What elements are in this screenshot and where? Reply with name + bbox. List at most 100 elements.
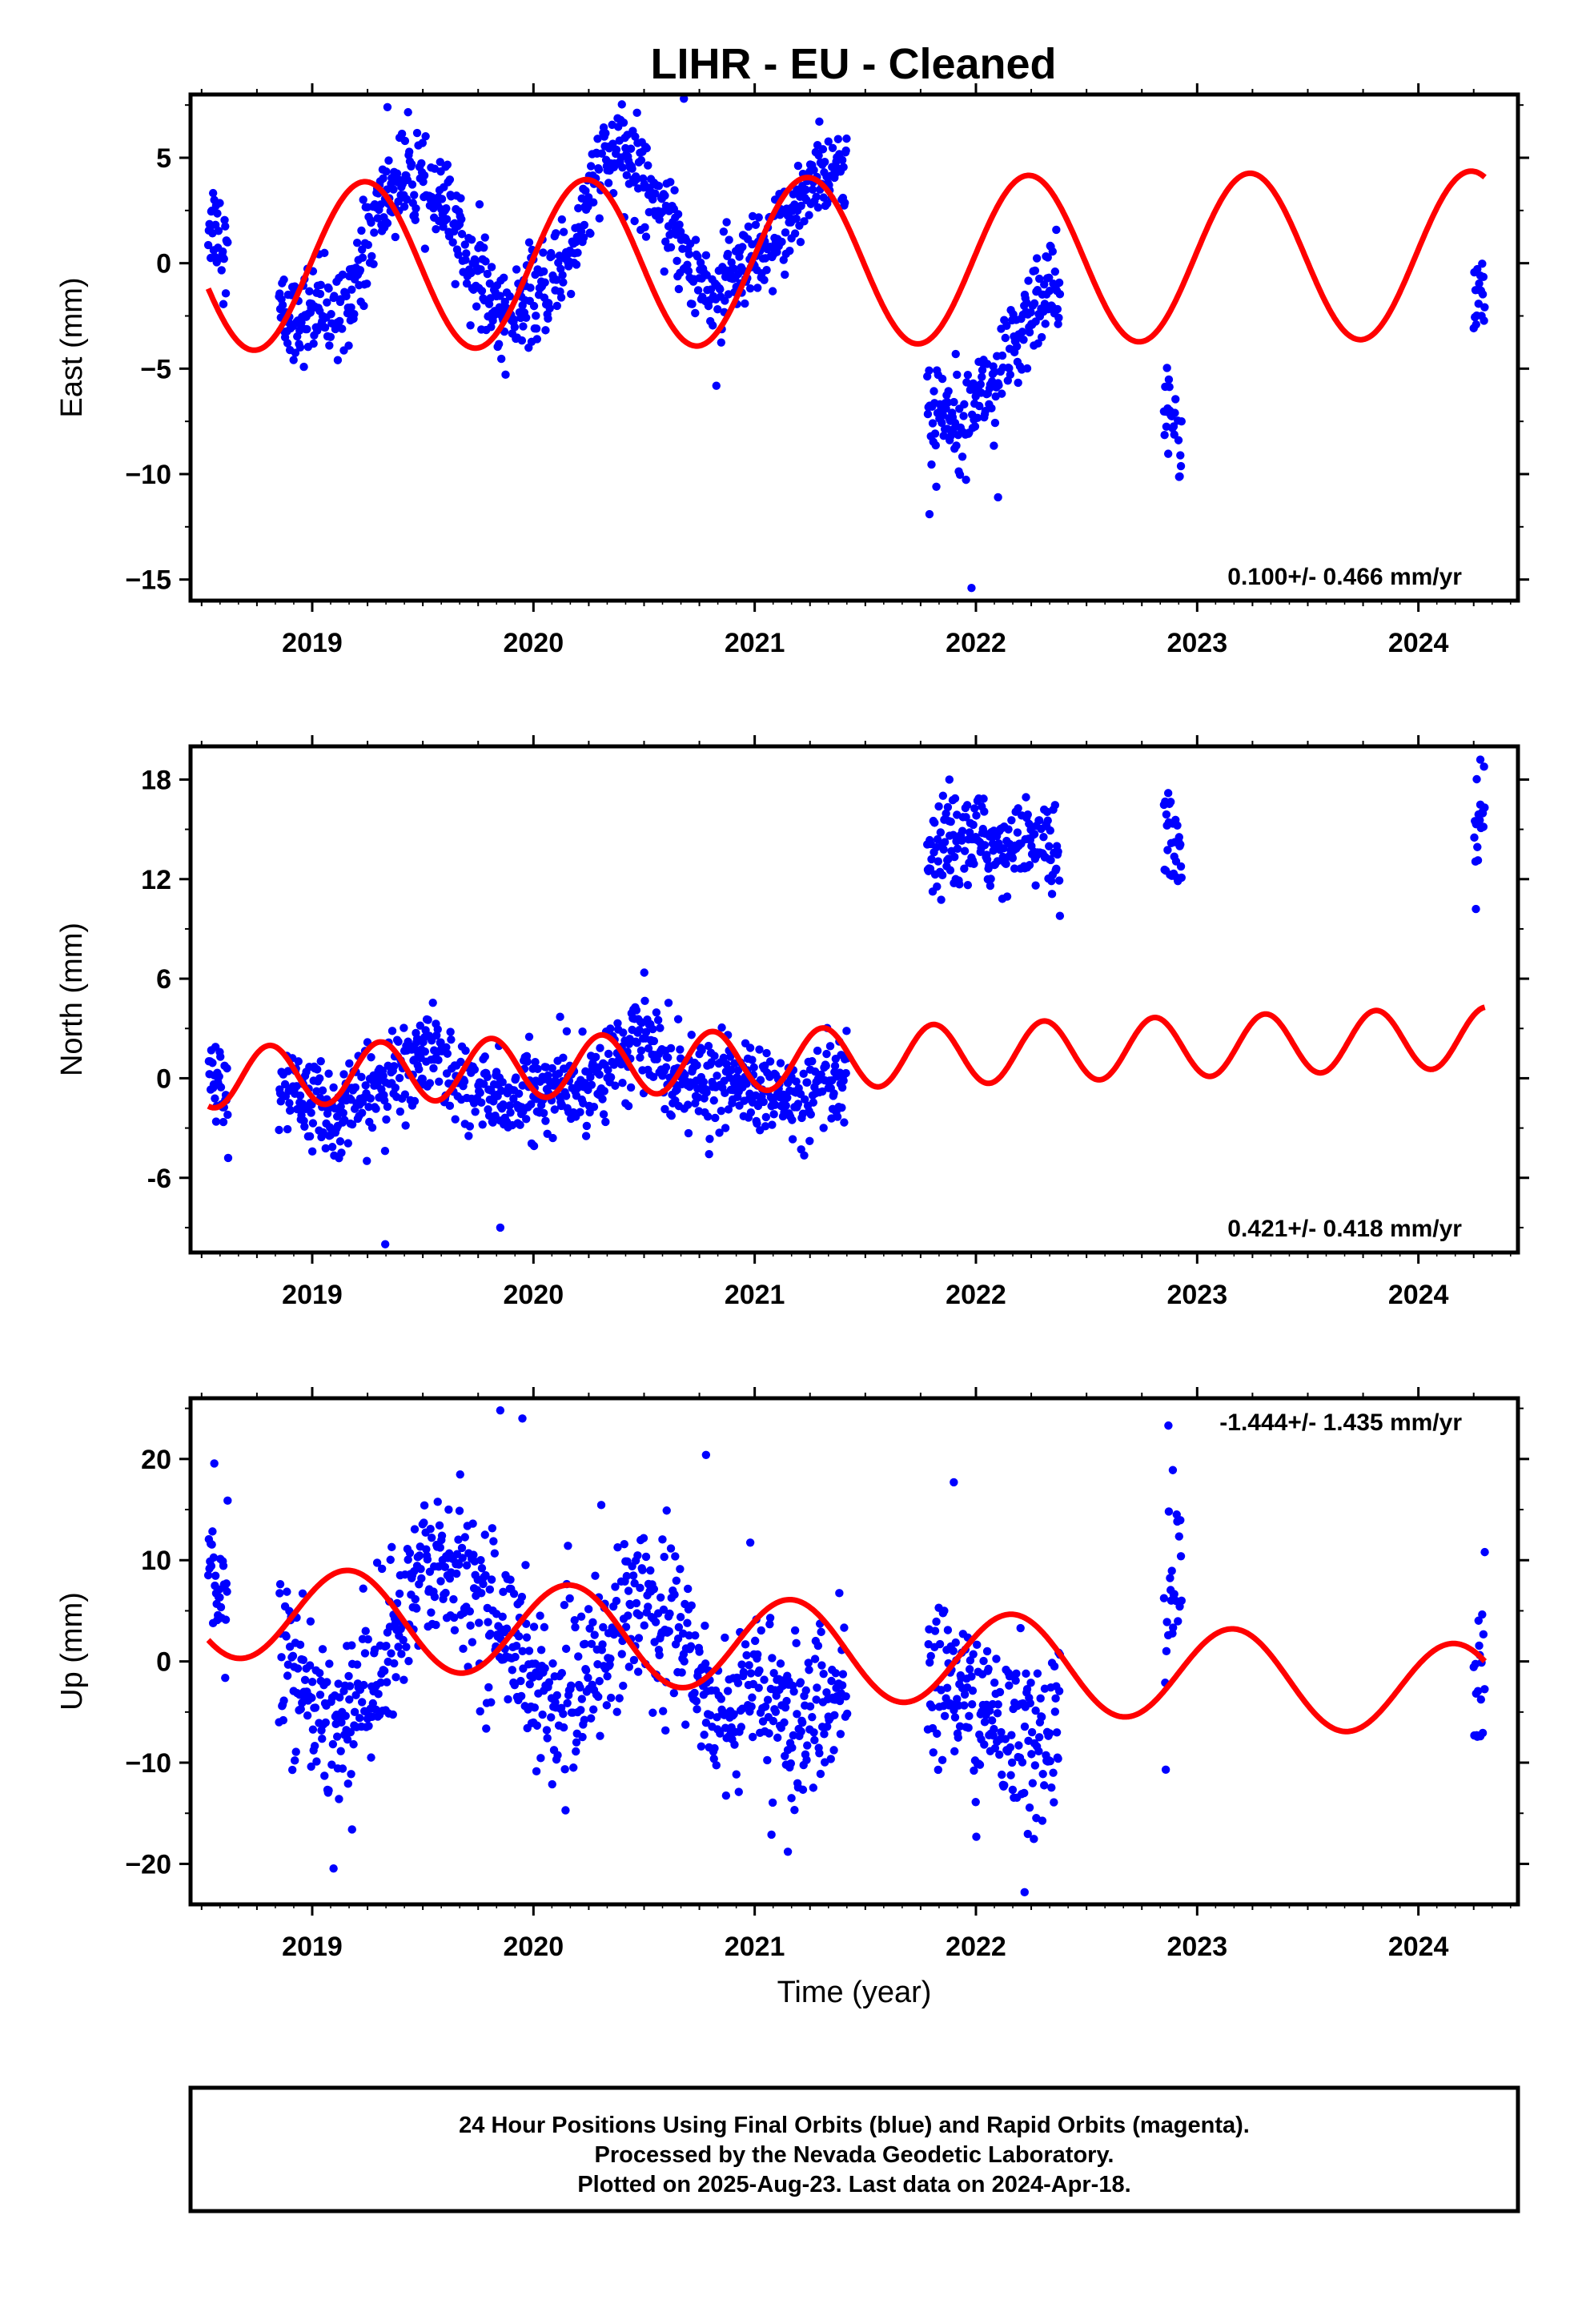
data-point bbox=[364, 1102, 373, 1112]
data-point bbox=[801, 1095, 809, 1104]
data-point bbox=[968, 1686, 978, 1695]
data-point bbox=[559, 1709, 568, 1719]
data-point bbox=[561, 1092, 571, 1100]
data-point bbox=[592, 1052, 600, 1062]
data-point bbox=[310, 1741, 319, 1751]
data-point bbox=[299, 1655, 307, 1665]
data-point bbox=[425, 1079, 435, 1088]
data-point bbox=[454, 250, 463, 259]
data-point bbox=[705, 1134, 714, 1144]
data-point bbox=[822, 1049, 831, 1059]
data-point bbox=[938, 418, 946, 428]
data-point bbox=[1055, 911, 1065, 920]
data-point bbox=[950, 1747, 959, 1756]
data-point bbox=[208, 1059, 217, 1068]
data-point bbox=[998, 351, 1007, 360]
data-point bbox=[355, 266, 365, 275]
data-point bbox=[415, 1551, 424, 1560]
data-point bbox=[347, 1120, 357, 1129]
data-point bbox=[400, 202, 409, 211]
data-point bbox=[1163, 846, 1172, 854]
data-point bbox=[929, 1748, 938, 1757]
data-point bbox=[829, 1089, 838, 1098]
data-point bbox=[617, 1650, 626, 1659]
data-point bbox=[767, 1830, 776, 1839]
data-point bbox=[967, 1700, 977, 1709]
data-point bbox=[469, 1550, 478, 1559]
data-point bbox=[279, 1696, 288, 1705]
data-point bbox=[457, 230, 467, 239]
data-point bbox=[454, 1535, 463, 1544]
data-point bbox=[829, 1746, 838, 1755]
data-point bbox=[690, 1688, 699, 1698]
data-point bbox=[323, 1678, 331, 1687]
data-point bbox=[930, 818, 939, 827]
data-point bbox=[292, 1082, 301, 1091]
data-point bbox=[990, 1678, 999, 1687]
data-point bbox=[960, 1701, 969, 1710]
data-point bbox=[283, 1587, 291, 1596]
data-point bbox=[971, 1798, 980, 1807]
data-point bbox=[760, 1675, 769, 1684]
data-point bbox=[376, 200, 385, 209]
y-tick-label: −15 bbox=[125, 565, 171, 596]
data-point-outlier bbox=[925, 509, 934, 519]
data-point bbox=[221, 1673, 230, 1683]
data-point bbox=[556, 293, 566, 302]
data-point bbox=[321, 1718, 330, 1727]
data-point bbox=[343, 1779, 352, 1788]
data-point bbox=[923, 409, 933, 419]
data-point-outlier bbox=[1472, 904, 1480, 914]
data-point bbox=[797, 1727, 805, 1736]
data-point bbox=[476, 265, 485, 274]
data-point bbox=[1052, 225, 1061, 235]
data-point bbox=[717, 1023, 726, 1032]
data-point bbox=[359, 301, 368, 311]
data-point bbox=[622, 1571, 631, 1581]
data-point bbox=[719, 1053, 729, 1063]
data-point bbox=[572, 1747, 580, 1756]
data-point bbox=[712, 381, 721, 390]
data-point bbox=[456, 194, 465, 203]
data-point bbox=[747, 1702, 756, 1711]
data-point bbox=[1014, 378, 1022, 388]
data-point bbox=[992, 1655, 1001, 1663]
data-point bbox=[216, 1083, 226, 1092]
data-point bbox=[420, 171, 429, 180]
data-point bbox=[389, 185, 398, 194]
data-point bbox=[926, 1651, 935, 1661]
data-point bbox=[1474, 300, 1483, 308]
data-point bbox=[1025, 328, 1034, 337]
data-point bbox=[417, 1574, 426, 1583]
data-point-outlier bbox=[701, 1450, 711, 1459]
data-point bbox=[973, 413, 982, 423]
data-point-outlier bbox=[1480, 1547, 1489, 1557]
data-point bbox=[1012, 342, 1022, 351]
data-point bbox=[557, 215, 567, 224]
data-point bbox=[587, 1080, 596, 1089]
data-point bbox=[673, 256, 681, 266]
x-axis-label: Time (year) bbox=[777, 1976, 932, 2009]
data-point bbox=[805, 1702, 815, 1711]
data-point bbox=[939, 431, 948, 440]
data-point bbox=[505, 292, 514, 301]
data-point bbox=[709, 1754, 718, 1763]
data-point bbox=[693, 1705, 701, 1714]
data-point bbox=[713, 1072, 721, 1080]
data-point bbox=[606, 1655, 615, 1663]
footer: 24 Hour Positions Using Final Orbits (bl… bbox=[188, 2085, 1520, 2213]
data-point bbox=[559, 278, 568, 287]
data-point bbox=[516, 1676, 525, 1686]
data-point bbox=[687, 1601, 696, 1610]
data-point bbox=[480, 233, 489, 242]
data-point bbox=[1025, 861, 1034, 870]
data-point bbox=[329, 1864, 338, 1873]
data-point bbox=[602, 1701, 612, 1710]
data-point bbox=[591, 1571, 600, 1580]
data-points bbox=[203, 1405, 1489, 1897]
data-point bbox=[840, 1118, 849, 1127]
data-point bbox=[525, 1679, 534, 1689]
data-point bbox=[841, 1068, 850, 1078]
data-point bbox=[584, 1673, 592, 1683]
x-tick-label: 2023 bbox=[1166, 1932, 1227, 1962]
